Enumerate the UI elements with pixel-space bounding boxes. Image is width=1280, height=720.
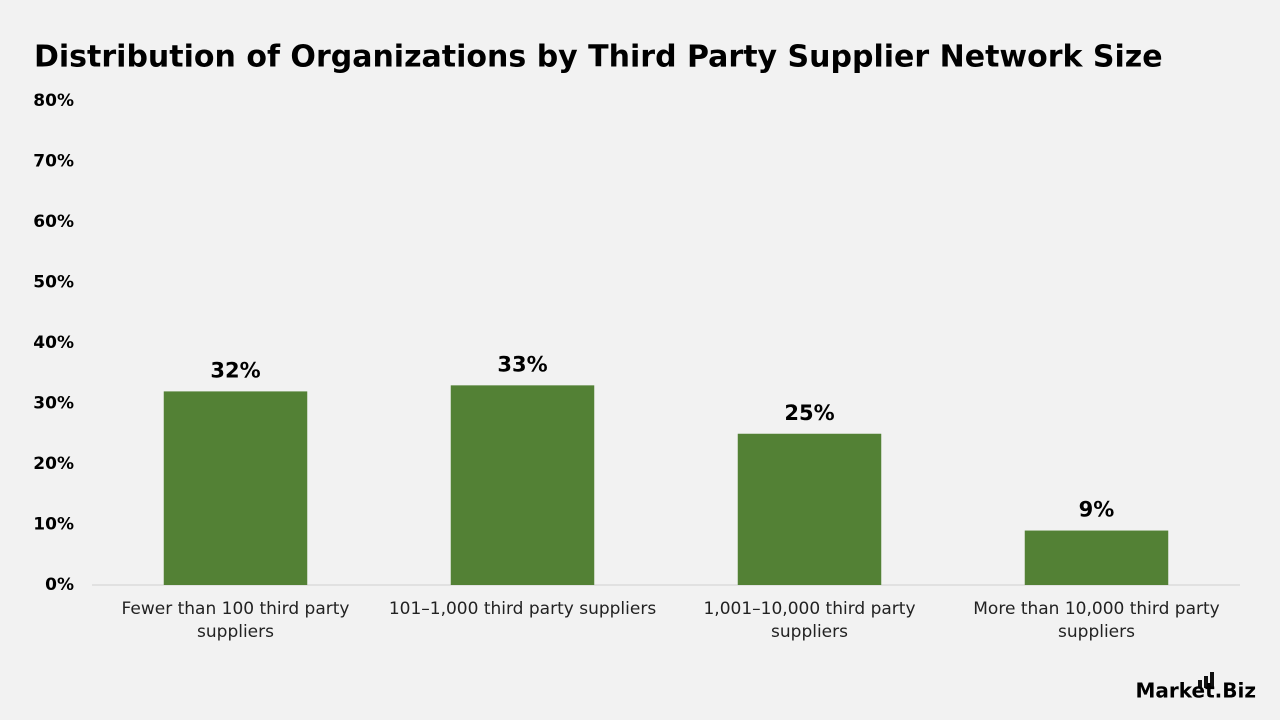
y-tick-label: 10% bbox=[33, 515, 74, 535]
y-tick-label: 60% bbox=[33, 212, 74, 232]
x-tick-label: Fewer than 100 third party suppliers bbox=[121, 599, 350, 642]
y-tick-label: 20% bbox=[33, 454, 74, 474]
bar bbox=[1024, 530, 1169, 585]
y-tick-label: 50% bbox=[33, 273, 74, 293]
bar bbox=[737, 433, 882, 585]
x-tick-label: More than 10,000 third party suppliers bbox=[973, 599, 1220, 642]
y-tick-label: 80% bbox=[33, 91, 74, 111]
data-label: 25% bbox=[784, 401, 834, 425]
logo: Market.Biz bbox=[1136, 679, 1257, 703]
data-label: 9% bbox=[1079, 498, 1115, 522]
y-tick-label: 0% bbox=[45, 575, 74, 595]
data-label: 33% bbox=[497, 352, 547, 376]
x-tick-label: 1,001–10,000 third party suppliers bbox=[703, 599, 916, 642]
y-tick-label: 40% bbox=[33, 333, 74, 353]
bar bbox=[450, 385, 595, 585]
chart-title: Distribution of Organizations by Third P… bbox=[34, 40, 1163, 75]
bar bbox=[163, 391, 308, 585]
y-tick-label: 30% bbox=[33, 394, 74, 414]
logo-icon bbox=[1198, 672, 1214, 688]
x-tick-label: 101–1,000 third party suppliers bbox=[388, 599, 657, 619]
y-tick-label: 70% bbox=[33, 152, 74, 172]
data-label: 32% bbox=[210, 358, 260, 382]
